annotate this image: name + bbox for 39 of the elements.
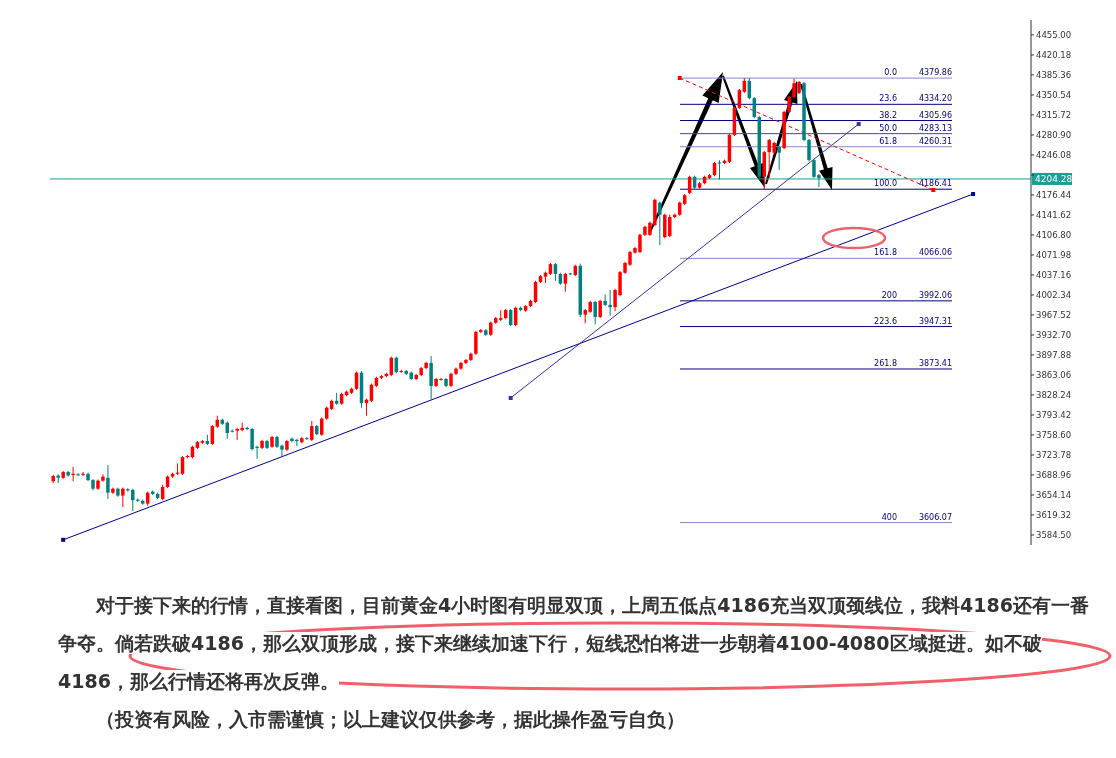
y-tick-label: 4176.44 xyxy=(1036,189,1072,200)
text: 50.0 4283.13 xyxy=(879,123,952,133)
text: 61.8 4260.31 xyxy=(879,136,952,146)
y-tick-label: 4420.18 xyxy=(1036,49,1072,60)
text: 对于接下来的行情，直接看图，目前黄金4小时图有明显双顶，上周五低点4186充当双顶颈线位，我料4186还有一番争夺。倘若跌破4186，那么双顶形成，接下来继续加速下行，短线恐怕将进一步朝着4100-4080区域挺进。如不破4186，那么行情还将再次反弹。 xyxy=(58,594,1089,692)
text: 0.0 4379.86 xyxy=(884,68,952,78)
y-tick-label: 4037.16 xyxy=(1036,269,1072,280)
y-tick-label: 4315.72 xyxy=(1036,109,1072,120)
text: 400 3606.07 xyxy=(881,512,952,522)
y-tick-label: 3863.06 xyxy=(1036,369,1072,380)
text: 100.0 4186.41 xyxy=(874,179,952,189)
text: 223.6 3947.31 xyxy=(874,316,952,326)
text: 161.8 4066.06 xyxy=(874,248,952,258)
text: 261.8 3873.41 xyxy=(874,359,952,368)
y-tick-label: 3688.96 xyxy=(1036,469,1072,480)
y-tick-label: 4385.36 xyxy=(1036,69,1072,80)
y-tick-label: 3828.24 xyxy=(1036,389,1072,400)
y-tick-label: 3793.42 xyxy=(1036,409,1072,420)
y-tick-label: 4071.98 xyxy=(1036,249,1072,260)
y-tick-label: 3967.52 xyxy=(1036,309,1072,320)
y-tick-label: 3654.14 xyxy=(1036,489,1072,500)
y-tick-label: 3758.60 xyxy=(1036,429,1072,440)
y-tick-label: 4246.08 xyxy=(1036,149,1072,160)
text: 23.6 4334.20 xyxy=(879,94,952,104)
y-tick-label: 3897.88 xyxy=(1036,349,1072,360)
y-tick-label: 3723.78 xyxy=(1036,449,1072,460)
y-tick-label: 4141.62 xyxy=(1036,209,1072,220)
y-tick-label: 4350.54 xyxy=(1036,89,1072,100)
y-tick-label: 4455.00 xyxy=(1036,29,1072,40)
text: 200 3992.06 xyxy=(881,290,952,300)
y-tick-label: 3584.50 xyxy=(1036,529,1072,540)
y-tick-label: 4002.34 xyxy=(1036,289,1072,300)
text: 38.2 4305.96 xyxy=(879,110,952,120)
y-tick-label: 4280.90 xyxy=(1036,129,1072,140)
ref-line-label: 4204.28 xyxy=(1035,174,1073,185)
y-tick-label: 3619.32 xyxy=(1036,509,1072,520)
text: （投资有风险，入市需谨慎；以上建议仅供参考，据此操作盈亏自负） xyxy=(96,708,685,730)
y-tick-label: 3932.70 xyxy=(1036,329,1072,340)
y-tick-label: 4106.80 xyxy=(1036,229,1072,240)
